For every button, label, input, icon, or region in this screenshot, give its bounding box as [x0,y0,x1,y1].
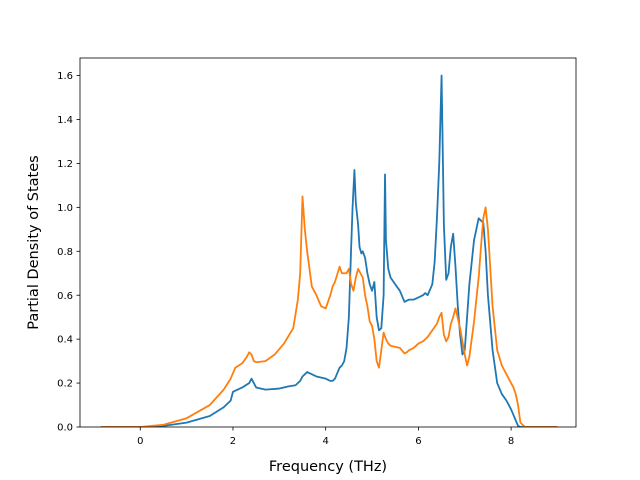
x-tick-label: 2 [230,436,236,447]
y-tick-label: 0.8 [57,247,73,258]
plot-area [80,58,576,427]
series-line-2 [100,195,558,427]
y-axis-title: Partial Density of States [26,155,42,329]
x-tick-label: 6 [415,436,421,447]
x-tick-label: 8 [508,436,514,447]
x-axis-ticks: 0 2 4 6 8 [137,427,514,447]
x-tick-label: 0 [137,436,143,447]
series-line-1 [100,74,558,427]
y-tick-label: 1.4 [57,115,73,126]
y-tick-label: 0.6 [57,291,73,302]
y-tick-label: 0.0 [57,423,73,434]
y-axis-ticks: 0.0 0.2 0.4 0.6 0.8 1.0 1.2 1.4 1.6 [57,71,80,434]
x-tick-label: 4 [322,436,328,447]
y-tick-label: 1.6 [57,71,73,82]
plot-frame [79,57,577,428]
x-axis-title: Frequency (THz) [269,459,387,475]
y-tick-label: 1.2 [57,159,73,170]
series-layer [100,74,558,427]
y-tick-label: 0.4 [57,335,73,346]
y-tick-label: 0.2 [57,379,73,390]
y-tick-label: 1.0 [57,203,73,214]
